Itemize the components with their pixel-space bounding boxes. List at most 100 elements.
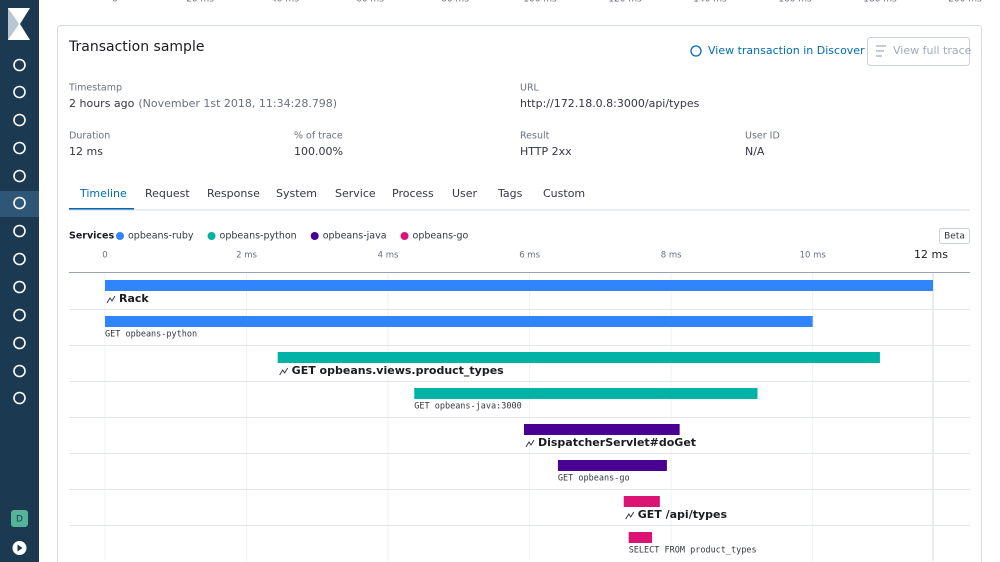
value-text: HTTP 2xx: [520, 145, 572, 158]
property-value: 12 ms: [69, 145, 103, 158]
span-name[interactable]: GET opbeans-go: [558, 474, 630, 484]
timeline: Services opbeans-ruby opbeans-python opbean…: [69, 228, 970, 561]
nav-icon[interactable]: [13, 196, 26, 210]
nav-icon[interactable]: [13, 141, 26, 155]
play-icon: [17, 544, 23, 552]
value-text: 12 ms: [69, 145, 103, 158]
legend-dot: [207, 232, 216, 240]
span-name[interactable]: GET opbeans-java:3000: [414, 402, 521, 412]
tab[interactable]: Process: [392, 187, 434, 200]
property-label: Timestamp: [68, 83, 122, 94]
value-text: N/A: [745, 145, 765, 158]
top-axis-label: 200 ms: [948, 0, 982, 5]
top-axis-label: 120 ms: [608, 0, 642, 5]
transaction-name[interactable]: GET opbeans.views.product_types: [292, 364, 505, 377]
full-trace-button[interactable]: [867, 37, 970, 66]
waterfall-bar[interactable]: [523, 424, 680, 435]
transaction-icon: [625, 511, 635, 520]
nav-icon[interactable]: [13, 308, 26, 322]
transaction-icon: [279, 367, 289, 376]
tick-label: 2 ms: [236, 251, 257, 261]
tab[interactable]: Custom: [543, 187, 585, 200]
waterfall-bar[interactable]: [105, 316, 813, 327]
top-axis: 0 20 ms 40 ms 60 ms 80 ms 100 ms 120 ms 140 ms 1…: [112, 0, 982, 5]
transaction-name[interactable]: DispatcherServlet#doGet: [538, 436, 696, 449]
top-axis-label: 40 ms: [271, 0, 299, 5]
legend-label: opbeans-go: [413, 231, 469, 242]
nav-icon[interactable]: [13, 364, 26, 378]
full-trace-label: View full trace: [893, 44, 972, 57]
logo-part: [8, 8, 19, 40]
nav-icon[interactable]: [13, 85, 26, 99]
waterfall-bar[interactable]: [414, 388, 758, 399]
span-name[interactable]: GET opbeans-python: [105, 330, 197, 340]
nav-icon[interactable]: [13, 280, 26, 294]
tab[interactable]: Request: [145, 187, 190, 200]
tab[interactable]: Service: [335, 187, 376, 200]
tick-label: 4 ms: [378, 251, 399, 261]
tab[interactable]: User: [452, 187, 478, 200]
transaction-icon: [106, 295, 116, 304]
tabs: Timeline Request Response System Service Proc…: [69, 187, 585, 210]
legend-dot: [310, 232, 319, 240]
tab-underline: [69, 208, 134, 210]
total-label: 12 ms: [914, 248, 948, 261]
legend-label: opbeans-python: [220, 231, 297, 242]
legend-dot: [400, 232, 409, 240]
value-text: 2 hours ago: [69, 97, 135, 110]
tick-label: 0: [102, 251, 107, 261]
property-value: http://172.18.0.8:3000/api/types: [520, 97, 700, 110]
property-label: User ID: [745, 131, 780, 142]
card-title: Transaction sample: [68, 39, 204, 55]
span-name[interactable]: SELECT FROM product_types: [629, 546, 757, 556]
top-axis-label: 100 ms: [523, 0, 557, 5]
nav-icon[interactable]: [13, 391, 26, 405]
property-value: 100.00%: [294, 145, 343, 158]
nav-icon[interactable]: [13, 169, 26, 183]
property-label: URL: [520, 83, 540, 94]
top-axis-label: 160 ms: [778, 0, 812, 5]
waterfall-bar[interactable]: [277, 352, 880, 363]
property-label: % of trace: [294, 131, 343, 142]
nav-icon[interactable]: [13, 113, 26, 127]
card: [57, 25, 982, 562]
avatar[interactable]: [11, 510, 28, 527]
nav-icon[interactable]: [13, 224, 26, 238]
waterfall-bar[interactable]: [557, 460, 667, 471]
beta-label: Beta: [944, 232, 965, 242]
transaction-name[interactable]: GET /api/types: [638, 508, 728, 521]
tab[interactable]: Timeline: [79, 187, 127, 200]
nav-icon[interactable]: [13, 252, 26, 266]
nav-icon[interactable]: [13, 336, 26, 350]
transaction-name[interactable]: Rack: [119, 292, 149, 305]
discover-link[interactable]: View transaction in Discover: [708, 44, 865, 57]
tab[interactable]: Tags: [497, 187, 523, 200]
nav-icons: [13, 58, 26, 405]
top-axis-label: 180 ms: [863, 0, 897, 5]
beta-badge: [939, 228, 970, 244]
waterfall-bar[interactable]: [628, 532, 653, 543]
legend-label: opbeans-ruby: [128, 231, 194, 242]
nav-active: [0, 191, 39, 217]
tick-label: 10 ms: [800, 251, 827, 261]
top-axis-label: 20 ms: [186, 0, 214, 5]
value-text: 100.00%: [294, 145, 343, 158]
legend-label: opbeans-java: [323, 231, 387, 242]
top-axis-label: 140 ms: [693, 0, 727, 5]
top-axis-label: 60 ms: [356, 0, 384, 5]
value-text: http://172.18.0.8:3000/api/types: [520, 97, 700, 110]
avatar-letter: D: [16, 515, 23, 525]
property-label: Duration: [69, 131, 110, 142]
transaction-icon: [525, 439, 535, 448]
waterfall-bar[interactable]: [623, 496, 660, 507]
properties: Timestamp 2 hours ago (November 1st 2018, …: [68, 83, 780, 159]
property-value: HTTP 2xx: [520, 145, 572, 158]
legend-title: Services: [69, 231, 114, 242]
tick-label: 6 ms: [519, 251, 540, 261]
tab[interactable]: System: [276, 187, 317, 200]
tick-label: 8 ms: [661, 251, 682, 261]
waterfall-bar[interactable]: [105, 280, 933, 291]
tab[interactable]: Response: [207, 187, 260, 200]
nav-icon[interactable]: [13, 58, 26, 72]
